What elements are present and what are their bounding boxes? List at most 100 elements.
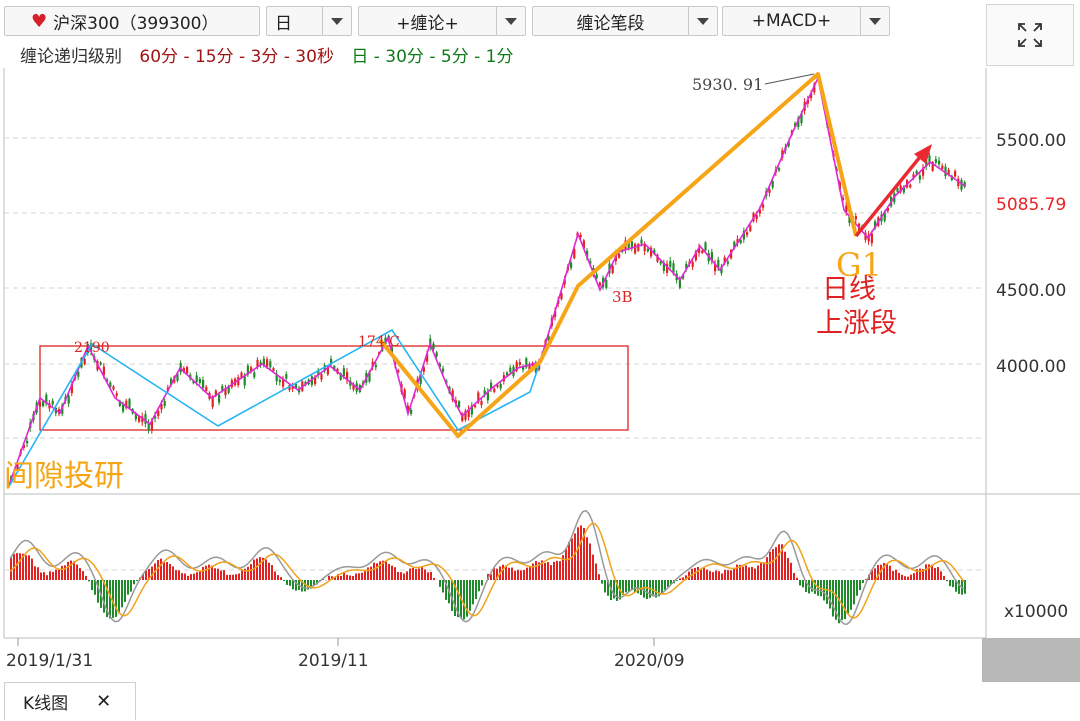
- x-tick-label: 2019/1/31: [6, 651, 93, 671]
- macd-bar: [763, 562, 765, 580]
- candle-body: [70, 384, 73, 394]
- tab-kline[interactable]: K线图 ✕: [4, 682, 136, 720]
- candle-body: [682, 274, 685, 279]
- scroll-thumb[interactable]: [982, 638, 1080, 682]
- macd-bar: [949, 580, 951, 587]
- levels-green[interactable]: 日 - 30分 - 5分 - 1分: [351, 47, 514, 67]
- candle-body: [451, 390, 454, 401]
- candle-body: [912, 174, 915, 178]
- macd-bar: [922, 568, 924, 580]
- candle-body: [768, 189, 771, 193]
- chanlun-segment-dropdown[interactable]: 缠论笔段: [532, 6, 718, 36]
- macd-bar: [685, 575, 687, 580]
- close-icon[interactable]: ✕: [96, 691, 112, 712]
- candle-body: [483, 390, 486, 395]
- macd-bar: [163, 562, 165, 580]
- macd-bar: [232, 574, 234, 580]
- macd-bar: [799, 580, 801, 586]
- period-dropdown[interactable]: 日: [266, 6, 352, 36]
- macd-bar: [286, 580, 288, 585]
- candle-body: [848, 215, 851, 223]
- candle-body: [611, 265, 614, 274]
- macd-bar: [334, 576, 336, 580]
- macd-bar: [88, 580, 90, 582]
- candle-body: [506, 372, 509, 376]
- symbol-selector[interactable]: ♥ 沪深300（399300）: [4, 6, 260, 36]
- candle-body: [579, 234, 582, 238]
- indicator-dropdown[interactable]: +MACD+: [722, 6, 890, 36]
- macd-bar: [217, 568, 219, 580]
- macd-bar: [73, 561, 75, 580]
- macd-bar: [250, 564, 252, 580]
- macd-bar: [151, 566, 153, 580]
- chevron-down-icon[interactable]: [860, 7, 889, 35]
- macd-bar: [271, 565, 273, 580]
- candle-body: [678, 277, 681, 288]
- macd-bar: [535, 560, 537, 580]
- candle-body: [874, 221, 877, 229]
- chevron-down-icon[interactable]: [496, 7, 525, 35]
- fullscreen-button[interactable]: [986, 4, 1074, 66]
- candle-body: [915, 170, 918, 175]
- candle-body: [944, 166, 947, 177]
- macd-bar: [118, 580, 120, 614]
- candle-body: [547, 336, 550, 341]
- candle-body: [163, 401, 166, 406]
- candle-body: [870, 233, 873, 244]
- macd-bar: [238, 573, 240, 580]
- macd-bar: [10, 557, 12, 580]
- candle-body: [237, 377, 240, 386]
- candle-body: [195, 375, 198, 382]
- candle-body: [339, 373, 342, 380]
- macd-bar: [160, 558, 162, 580]
- candle-body: [490, 382, 493, 389]
- macd-bar: [220, 570, 222, 580]
- candle-body: [256, 359, 259, 367]
- macd-bar: [352, 576, 354, 580]
- macd-bar: [874, 568, 876, 580]
- macd-bar: [871, 569, 873, 580]
- macd-bar: [826, 580, 828, 604]
- macd-bar: [199, 571, 201, 580]
- macd-bar: [727, 570, 729, 580]
- stock-chart[interactable]: 5500.00 4500.00 4000.00 5085.79 x10000 5…: [0, 68, 1080, 682]
- grid: [4, 137, 986, 571]
- chevron-down-icon[interactable]: [688, 7, 717, 35]
- macd-bar: [52, 571, 54, 580]
- macd-bar: [670, 580, 672, 585]
- candle-body: [253, 372, 256, 378]
- macd-bar: [913, 573, 915, 580]
- trend-label-line2: 上涨段: [816, 308, 897, 339]
- macd-bar: [556, 560, 558, 580]
- low-annotation: 2190: [74, 340, 110, 356]
- macd-bar: [376, 563, 378, 580]
- candle-body: [925, 160, 928, 167]
- macd-bar: [700, 569, 702, 580]
- chevron-down-icon[interactable]: [322, 7, 351, 35]
- y-tick-4000: 4000.00: [996, 357, 1066, 377]
- macd-bar: [688, 571, 690, 580]
- candle-body: [643, 245, 646, 252]
- macd-bar: [562, 555, 564, 580]
- favorite-heart-icon[interactable]: ♥: [31, 10, 48, 32]
- macd-bar: [607, 580, 609, 596]
- macd-bar: [262, 557, 264, 580]
- macd-bar: [958, 580, 960, 594]
- candle-body: [493, 388, 496, 392]
- macd-bar: [667, 580, 669, 588]
- candle-body: [186, 366, 189, 374]
- macd-bar: [772, 549, 774, 580]
- candle-body: [438, 363, 441, 368]
- macd-bar: [172, 566, 174, 580]
- candle-body: [714, 263, 717, 272]
- candle-body: [634, 243, 637, 254]
- chanlun-dropdown[interactable]: +缠论+: [358, 6, 526, 36]
- candle-body: [755, 214, 758, 220]
- macd-bar: [205, 565, 207, 580]
- macd-dif-line: [9, 509, 965, 625]
- macd-bar: [928, 564, 930, 580]
- macd-bar: [577, 527, 579, 580]
- candle-body: [397, 370, 400, 373]
- levels-red[interactable]: 60分 - 15分 - 3分 - 30秒: [139, 47, 334, 67]
- macd-bar: [955, 580, 957, 592]
